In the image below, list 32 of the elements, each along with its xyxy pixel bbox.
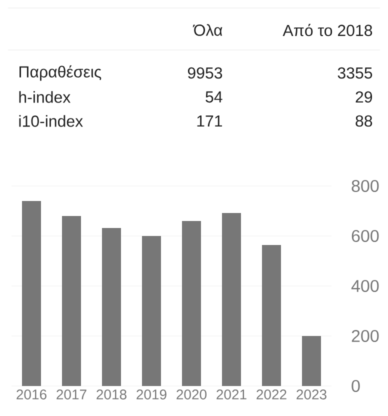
bar <box>262 245 281 386</box>
category-label: Παραθέσεις <box>20 65 102 81</box>
category-label: Από το 2018 <box>282 24 372 36</box>
text: 171 <box>197 115 222 127</box>
bar <box>22 201 41 386</box>
x-tick-label: 2020 <box>176 390 207 400</box>
x-tick-label: 2017 <box>56 390 86 400</box>
category-label: h-index <box>19 91 70 103</box>
x-tick-label: 2021 <box>216 390 246 400</box>
y-tick-label: 800 <box>352 180 379 192</box>
text: 88 <box>356 115 372 127</box>
y-tick-label: 0 <box>352 380 360 392</box>
x-tick-label: 2019 <box>136 390 166 400</box>
y-tick-label: 200 <box>352 330 379 342</box>
bar <box>182 221 201 386</box>
x-tick-label: 2018 <box>96 390 126 400</box>
text: 29 <box>356 91 372 103</box>
category-label: i10-index <box>19 115 83 127</box>
bar <box>102 228 121 386</box>
bar <box>222 213 241 386</box>
text: 3355 <box>338 67 372 79</box>
x-tick-label: 2023 <box>296 390 326 400</box>
bar <box>302 336 321 386</box>
bar <box>142 236 161 386</box>
y-tick-label: 600 <box>352 230 379 242</box>
category-label: Όλα <box>192 24 222 36</box>
x-tick-label: 2016 <box>16 390 46 400</box>
text: 9953 <box>188 67 222 79</box>
text: 54 <box>206 91 222 103</box>
bar <box>62 216 81 386</box>
x-tick-label: 2022 <box>256 390 286 400</box>
y-tick-label: 400 <box>351 280 379 292</box>
